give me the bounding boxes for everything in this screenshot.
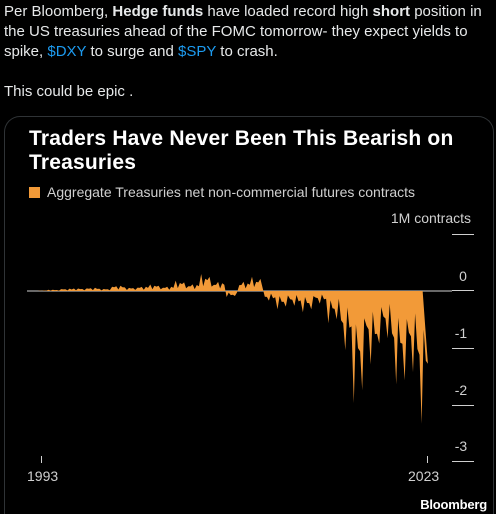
text-span: to surge and [86,43,179,60]
gridline [452,461,474,462]
y-tick-label: -1 [454,325,468,341]
series-area [35,274,428,424]
tweet-paragraph-2: This could be epic . [4,83,134,100]
x-tick-mark [427,456,428,463]
chart-title: Traders Have Never Been This Bearish on … [29,127,454,174]
y-tick-label: -2 [454,382,468,398]
chart-legend: Aggregate Treasuries net non-commercial … [29,184,415,200]
text-span: position in the US treasuries ahead of t… [4,3,482,60]
gridline [452,348,474,349]
gridline [452,290,474,291]
tweet-text: Per Bloomberg, Hedge funds have loaded r… [4,0,492,102]
bold-text: short [372,3,411,20]
legend-swatch [29,186,40,198]
y-tick-label: 0 [459,268,467,284]
chart-image[interactable]: Traders Have Never Been This Bearish on … [4,116,494,514]
x-tick-mark [41,456,42,463]
text-span: to crash. [216,43,278,60]
tweet-paragraph: Per Bloomberg, Hedge funds have loaded r… [4,0,492,62]
bloomberg-logo: Bloomberg [420,497,487,512]
cashtag-link-dxy[interactable]: $DXY [47,43,87,60]
gridline [452,234,474,235]
cashtag-link-spy[interactable]: $SPY [178,43,217,60]
gridline [452,405,474,406]
text-span: Per Bloomberg, [4,3,113,20]
legend-label: Aggregate Treasuries net non-commercial … [47,184,416,200]
y-unit-label: 1M contracts [390,210,471,226]
plot-area [27,274,452,424]
text-span: have loaded record high [203,3,373,20]
x-tick-label: 2023 [408,468,440,484]
y-tick-label: -3 [454,438,468,454]
x-tick-label: 1993 [27,468,59,484]
bold-text: Hedge funds [112,3,204,20]
